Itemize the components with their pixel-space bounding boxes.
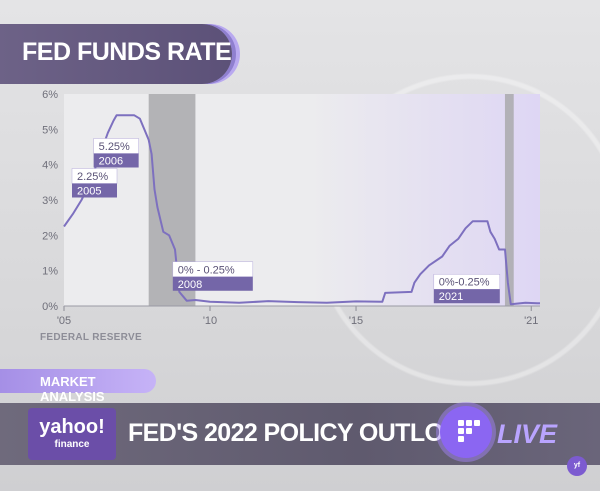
x-tick-label: '10 [203,315,217,327]
annotation-year-box [93,153,139,168]
x-tick-label: '05 [57,315,71,327]
annotation-year-box [433,289,500,304]
y-tick-label: 4% [42,160,58,172]
y-tick-label: 1% [42,266,58,278]
title-banner: FED FUNDS RATE [0,24,232,84]
y-tick-label: 3% [42,195,58,207]
headline: FED'S 2022 POLICY OUTLOOK [128,419,480,447]
market-analysis-label: MARKET ANALYSIS [40,374,105,404]
live-logo-icon [440,406,492,458]
annotation-value: 0%-0.25% [439,277,490,289]
brand-sub: finance [54,439,90,450]
x-tick-label: '21 [524,315,538,327]
recession-band [504,94,514,306]
source-label: FEDERAL RESERVE [40,332,142,343]
series-line [63,114,540,306]
annotation-year: 2021 [439,291,463,303]
annotation-value: 0% - 0.25% [178,264,235,276]
brand-name: yahoo! [39,416,105,438]
corner-logo: yf [567,456,587,476]
fed-funds-chart: 0% 1% 2% 3% 4% 5% 6% '05 '10 '15 '21 2.25% 2005 5.25%… [42,89,540,327]
annotation-year: 2005 [77,186,101,198]
annotation-year: 2006 [99,156,123,168]
chart-title: FED FUNDS RATE [22,38,232,66]
market-analysis-tag: MARKET ANALYSIS [0,369,156,404]
y-tick-label: 0% [42,301,58,313]
annotation-year: 2008 [178,279,202,291]
x-tick-label: '15 [349,315,363,327]
annotation-value: 5.25% [99,141,130,153]
annotation-value: 2.25% [77,171,108,183]
yahoo-finance-logo: yahoo! finance [28,408,116,460]
y-tick-label: 2% [42,230,58,242]
live-label: LIVE [497,419,558,449]
y-tick-label: 6% [42,89,58,101]
live-dots-icon [458,420,480,442]
y-tick-label: 5% [42,124,58,136]
annotation-year-box [72,183,117,198]
annotation-year-box [172,276,253,291]
